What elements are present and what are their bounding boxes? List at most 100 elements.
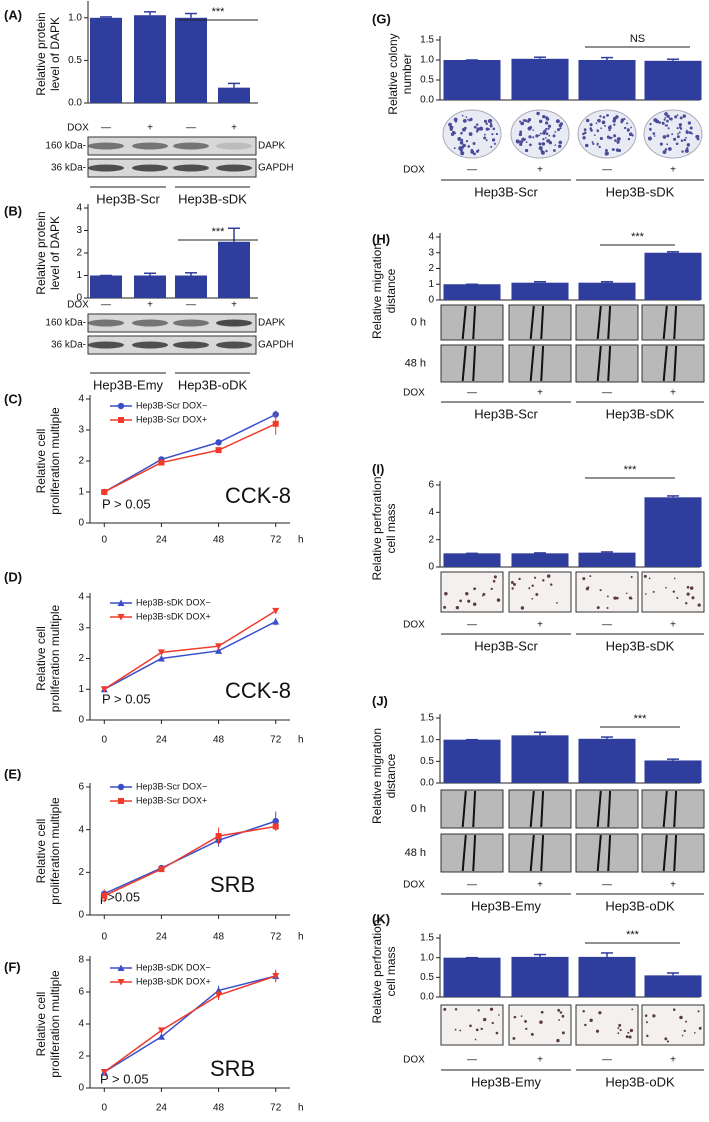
- y-axis-label: number: [400, 54, 414, 95]
- cell: [648, 577, 651, 580]
- colony: [696, 137, 700, 141]
- dox-label: —: [101, 123, 111, 134]
- y-tick-label: 1.0: [68, 12, 82, 23]
- photo: [641, 789, 705, 829]
- y-axis-label: Relative protein: [34, 12, 48, 95]
- group-label: Hep3B-Scr: [474, 406, 538, 421]
- colony: [552, 149, 556, 152]
- field: [440, 833, 504, 873]
- colony: [689, 126, 693, 130]
- colony: [460, 131, 463, 135]
- colony: [686, 147, 689, 150]
- edge: [472, 834, 477, 872]
- photo: [508, 344, 572, 383]
- dox-label: +: [670, 388, 676, 399]
- field: [575, 304, 639, 341]
- y-tick-label: 2: [428, 263, 434, 274]
- colony: [457, 137, 462, 141]
- row-label: DOX: [403, 1055, 425, 1066]
- colony: [475, 123, 479, 126]
- colony: [532, 129, 535, 132]
- blot-band: DAPK: [258, 318, 286, 329]
- cell: [559, 1011, 563, 1014]
- marker: [118, 417, 124, 423]
- band: [216, 341, 252, 349]
- y-tick-label: 0.5: [420, 756, 434, 767]
- colony: [547, 127, 550, 130]
- colony: [623, 117, 626, 121]
- cell: [615, 596, 619, 600]
- dox-label: +: [670, 880, 676, 891]
- y-tick-label: 6: [428, 480, 434, 491]
- colony: [609, 136, 612, 140]
- series-line: [103, 620, 277, 690]
- bar: [578, 60, 636, 100]
- x-tick-label: 0: [102, 735, 108, 746]
- colony: [528, 135, 532, 139]
- cell: [596, 606, 600, 610]
- colony: [545, 137, 547, 139]
- cell: [496, 598, 501, 602]
- y-tick-label: 8: [78, 955, 84, 966]
- x-tick-label: 0: [102, 535, 108, 546]
- edge: [673, 305, 678, 340]
- photo: [575, 304, 639, 341]
- colony: [591, 141, 594, 144]
- y-tick-label: 0: [428, 295, 434, 306]
- cell: [473, 587, 477, 591]
- y-axis-label: proliferation multiple: [48, 970, 62, 1078]
- cell: [629, 1028, 634, 1033]
- legend-label: Hep3B-sDK DOX−: [136, 597, 211, 607]
- cell: [625, 592, 628, 595]
- y-axis-label: Relative migration: [370, 243, 384, 339]
- cell: [454, 1008, 458, 1011]
- y-axis-label: distance: [384, 268, 398, 313]
- colony: [539, 132, 542, 135]
- edge: [529, 345, 535, 382]
- marker: [272, 973, 280, 980]
- dox-label: —: [186, 300, 196, 311]
- edge: [472, 305, 477, 340]
- cell: [513, 582, 516, 586]
- cell: [513, 1015, 517, 1019]
- x-tick-label: 72: [270, 1103, 282, 1114]
- y-axis-label: Relative colony: [386, 33, 400, 114]
- colony: [529, 143, 532, 147]
- significance: ***: [212, 6, 226, 18]
- y-tick-label: 0: [78, 1083, 84, 1094]
- y-tick-label: 0: [78, 518, 84, 529]
- cell: [498, 1014, 500, 1016]
- row-label: DOX: [403, 388, 425, 399]
- photo: [641, 833, 705, 873]
- y-tick-label: 1.0: [420, 734, 434, 745]
- cell: [467, 599, 471, 603]
- marker: [215, 833, 222, 840]
- y-tick-label: 0.0: [68, 98, 82, 109]
- y-tick-label: 6: [78, 782, 84, 793]
- dox-label: +: [670, 1055, 676, 1066]
- colony: [544, 121, 549, 125]
- band: [132, 341, 168, 349]
- x-tick-label: 0: [102, 932, 108, 943]
- colony: [524, 138, 527, 141]
- dox-label: —: [467, 165, 477, 176]
- colony: [465, 139, 469, 143]
- cell: [510, 581, 514, 584]
- colony: [609, 124, 612, 127]
- y-tick-label: 0.5: [68, 55, 82, 66]
- y-tick-label: 0.0: [420, 778, 434, 789]
- colony: [485, 127, 489, 131]
- bar: [443, 739, 501, 783]
- cell: [542, 579, 545, 582]
- y-tick-label: 1.5: [420, 713, 434, 724]
- marker: [100, 1069, 108, 1076]
- series-line: [103, 423, 277, 493]
- colony: [459, 140, 464, 145]
- colony: [662, 135, 667, 139]
- edge: [596, 790, 602, 828]
- colony: [595, 122, 598, 125]
- cell: [666, 1040, 670, 1043]
- colony: [460, 151, 465, 156]
- colony: [540, 150, 545, 155]
- bar: [443, 284, 501, 300]
